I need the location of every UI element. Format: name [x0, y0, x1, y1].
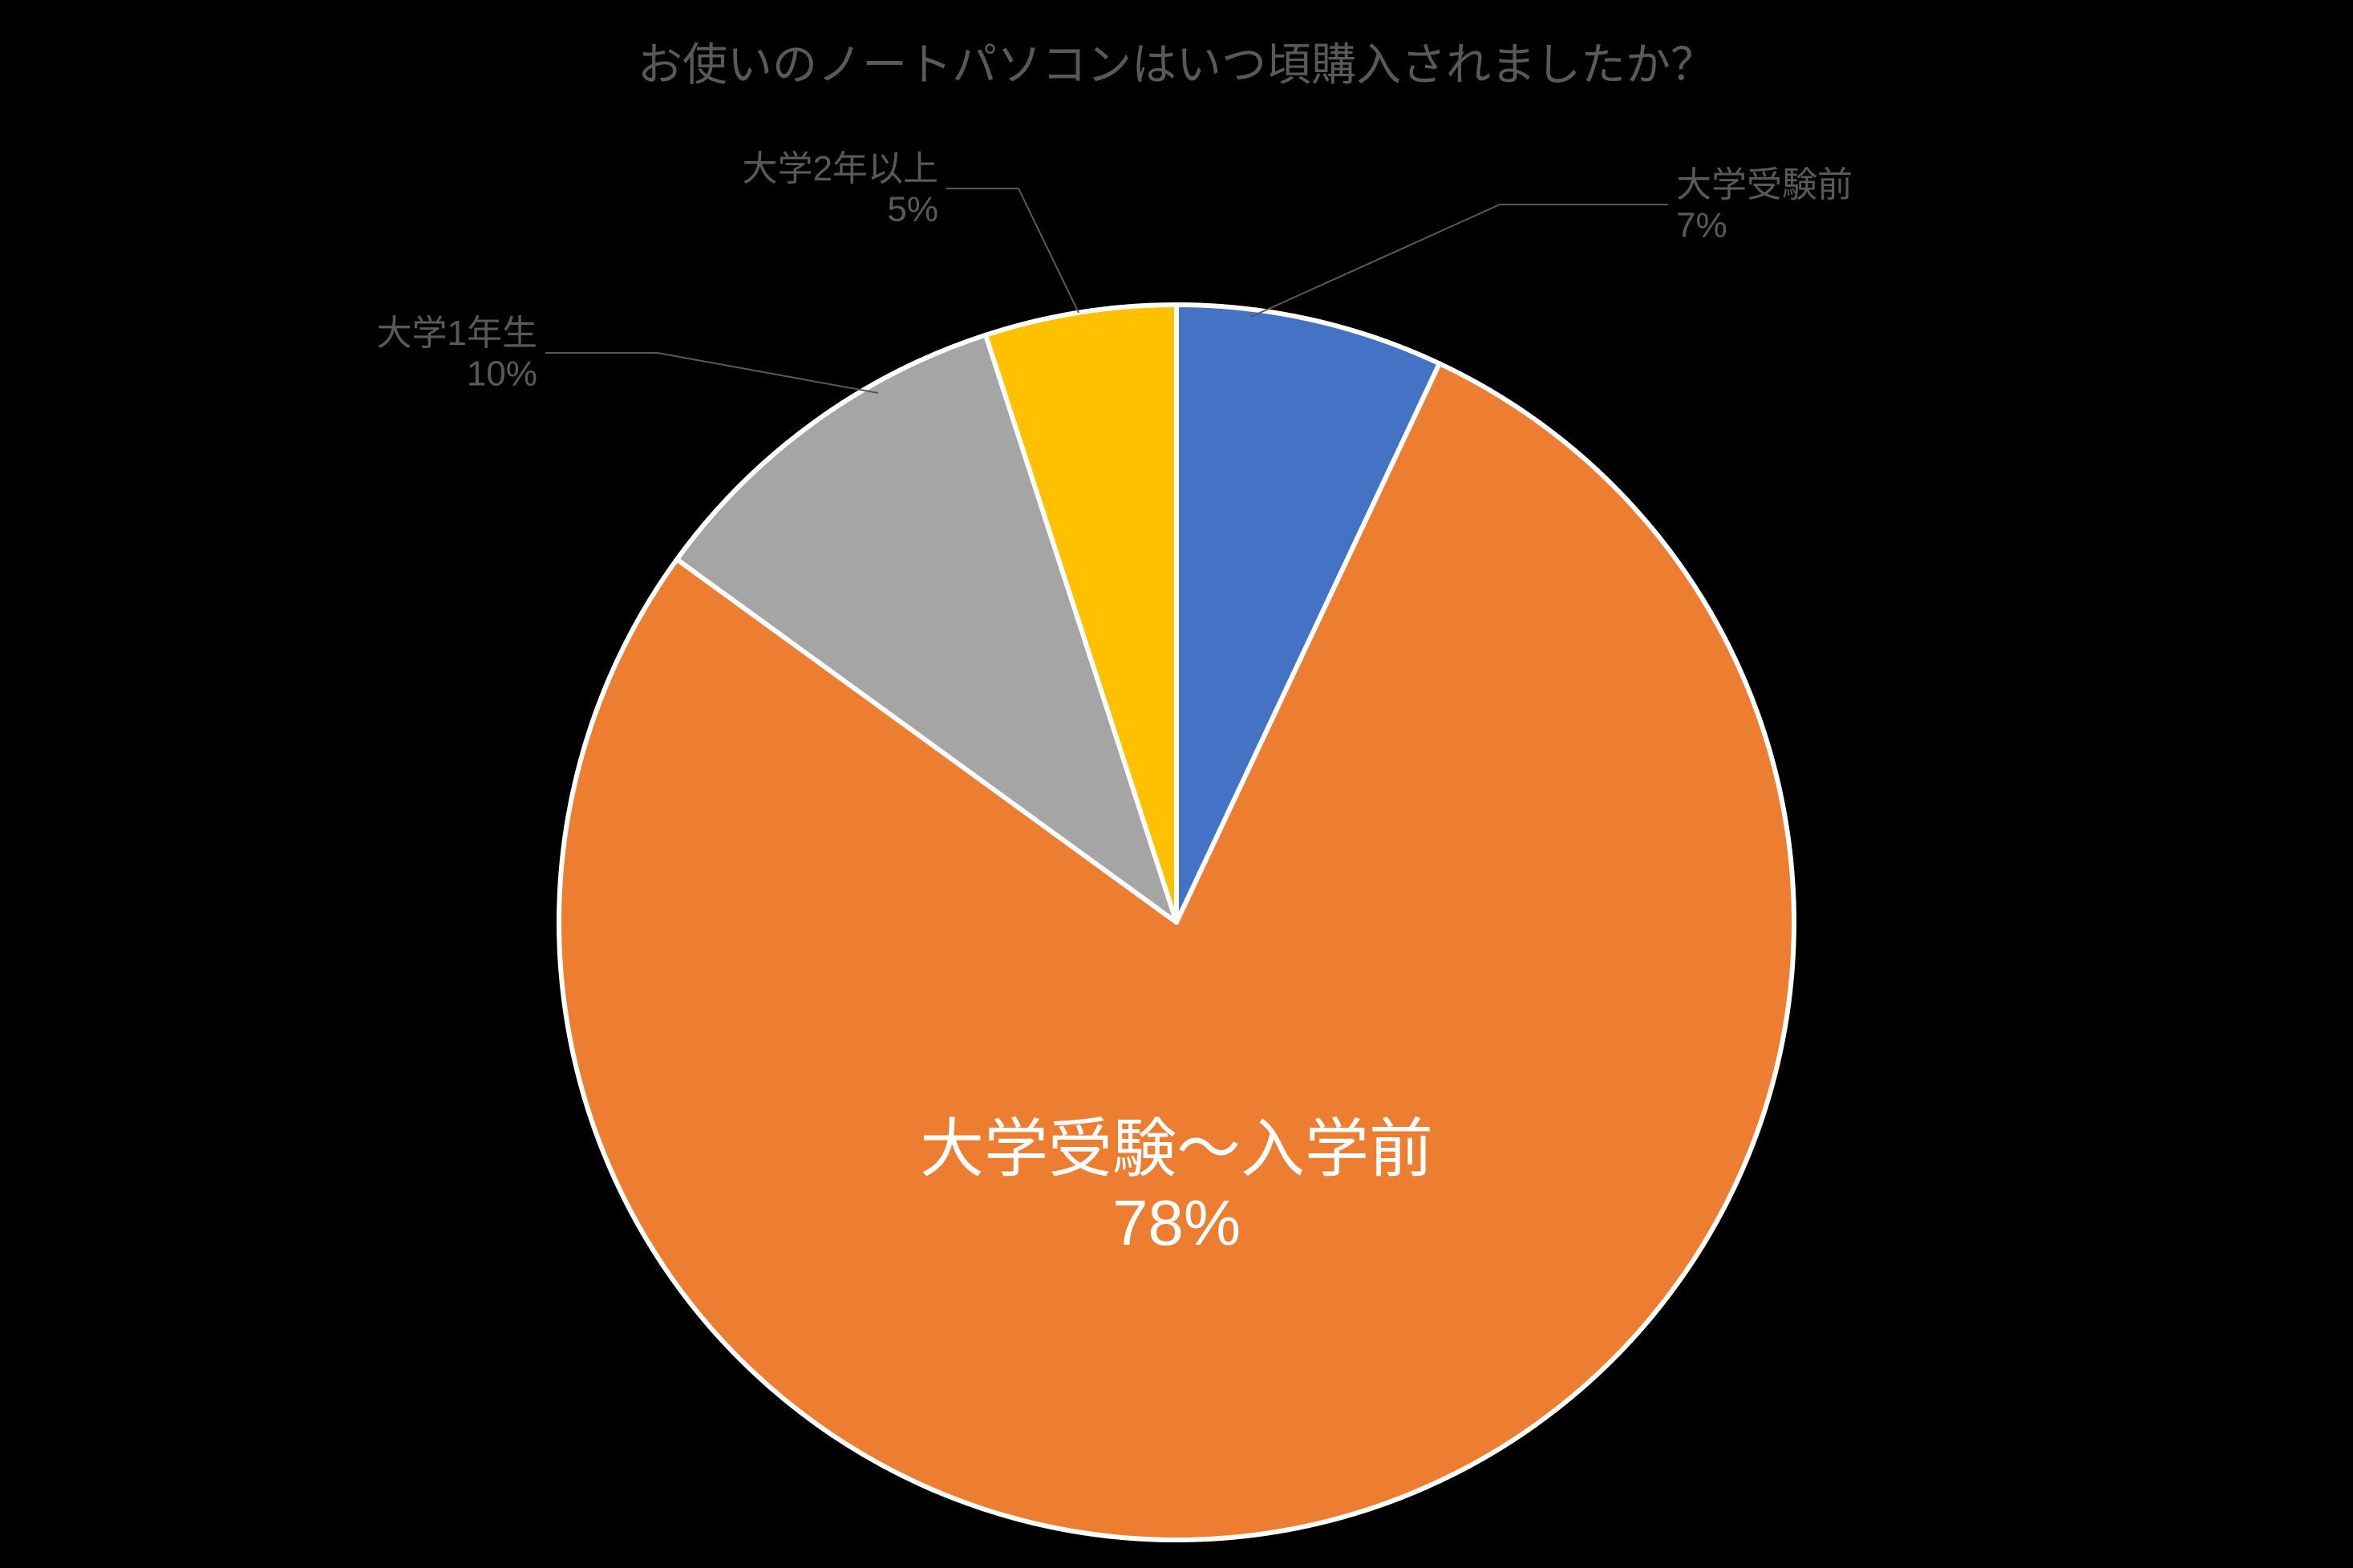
slice-percent: 10% [467, 355, 537, 394]
pie-chart-container: お使いのノートパソコンはいつ頃購入されましたか？ 大学受験前7% 大学受験～入学前7… [0, 0, 2353, 1568]
chart-title: お使いのノートパソコンはいつ頃購入されましたか？ [638, 39, 1715, 90]
slice-percent-inside: 78% [1112, 1187, 1241, 1258]
pie-slices [559, 305, 1794, 1540]
slice-label-inside: 大学受験～入学前 [920, 1113, 1433, 1185]
slice-label: 大学2年以上 [743, 149, 938, 188]
slice-label: 大学1年生 [377, 314, 537, 353]
slice-label: 大学受験前 [1676, 165, 1853, 205]
pie-chart-svg: お使いのノートパソコンはいつ頃購入されましたか？ 大学受験前7% 大学受験～入学前7… [0, 0, 2353, 1568]
slice-percent: 5% [887, 190, 938, 229]
slice-percent: 7% [1676, 206, 1727, 245]
